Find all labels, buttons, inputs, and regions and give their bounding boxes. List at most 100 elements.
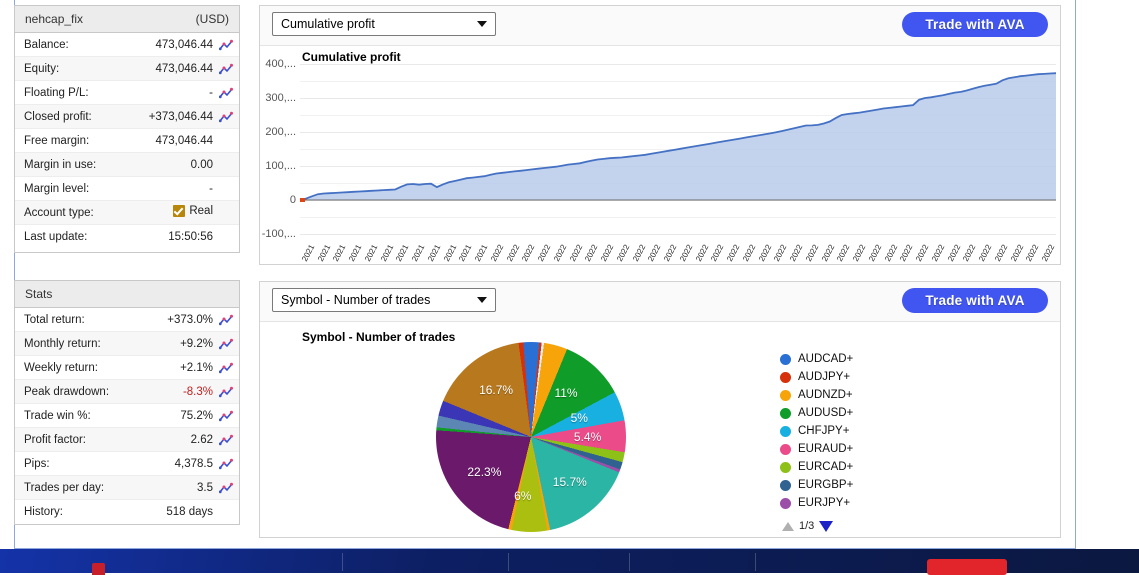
legend-item[interactable]: AUDUSD+: [780, 404, 853, 422]
chart-type-select[interactable]: Cumulative profit: [272, 12, 496, 36]
legend-item[interactable]: AUDJPY+: [780, 368, 853, 386]
row-value: 4,378.5: [174, 457, 213, 470]
y-axis-tick-label: 200,...: [265, 126, 296, 138]
row-value: -: [209, 86, 213, 99]
legend-item[interactable]: AUDCAD+: [780, 350, 853, 368]
row-label: Equity:: [24, 62, 60, 75]
pie-legend: AUDCAD+ AUDJPY+ AUDNZD+ AUDUSD+ CHFJPY+ EURAU…: [780, 350, 853, 512]
row-value: -: [209, 182, 213, 195]
chart-icon[interactable]: [218, 338, 233, 350]
footer-action-button[interactable]: [927, 559, 1007, 575]
x-axis-tick-label: 2022: [1008, 243, 1025, 263]
row-label: Last update:: [24, 231, 88, 243]
x-axis-tick-label: 2022: [756, 243, 773, 263]
x-axis-tick-label: 2022: [788, 243, 805, 263]
stats-rows: Total return: +373.0% Monthly return: +9.2%…: [15, 308, 239, 524]
pie-chart[interactable]: [436, 342, 626, 532]
chart-icon[interactable]: [218, 482, 233, 494]
pie-slice-label: 11%: [554, 386, 578, 401]
table-row: Closed profit: +373,046.44: [15, 105, 239, 129]
chart-icon[interactable]: [218, 314, 233, 326]
chart-icon[interactable]: [218, 63, 233, 75]
trade-with-ava-button-top[interactable]: Trade with AVA: [902, 12, 1048, 37]
x-axis-tick-label: 2022: [614, 243, 632, 263]
row-label: Account type:: [24, 206, 94, 219]
row-value: +9.2%: [180, 337, 213, 350]
chart-icon[interactable]: [218, 458, 233, 470]
legend-item[interactable]: EURJPY+: [780, 494, 853, 512]
x-axis-tick-label: 2021: [441, 243, 458, 263]
table-row: Total return: +373.0%: [15, 308, 239, 332]
gridline-minor: [300, 81, 1056, 82]
chart-icon[interactable]: [218, 87, 233, 99]
row-label: Floating P/L:: [24, 86, 89, 99]
chart-icon[interactable]: [218, 410, 233, 422]
pie-slice-label: 5.4%: [573, 429, 602, 444]
x-axis-tick-label: 2022: [740, 243, 758, 263]
x-axis-tick-label: 2021: [299, 243, 317, 263]
x-axis-tick-label: 2022: [630, 243, 647, 263]
legend-label: AUDUSD+: [798, 407, 854, 419]
gridline: [300, 64, 1056, 65]
footer-logo-icon: [92, 563, 105, 575]
table-row: Peak drawdown: -8.3%: [15, 380, 239, 404]
trade-with-ava-button-bottom[interactable]: Trade with AVA: [902, 288, 1048, 313]
x-axis-tick-label: 2022: [583, 243, 600, 263]
table-row: Floating P/L: -: [15, 81, 239, 105]
pie-type-select[interactable]: Symbol - Number of trades: [272, 288, 496, 312]
x-axis-tick-label: 2022: [662, 243, 679, 263]
x-axis-tick-label: 2022: [961, 243, 978, 263]
legend-color-dot: [780, 371, 791, 383]
legend-item[interactable]: EURGBP+: [780, 476, 853, 494]
chevron-down-icon: [477, 21, 487, 27]
x-axis-tick-label: 2022: [488, 243, 506, 263]
legend-item[interactable]: CHFJPY+: [780, 422, 853, 440]
table-row: Balance: 473,046.44: [15, 33, 239, 57]
x-axis-tick-label: 2021: [331, 243, 348, 263]
chart-icon[interactable]: [218, 386, 233, 398]
y-axis-tick-label: 0: [289, 194, 296, 206]
legend-item[interactable]: EURCAD+: [780, 458, 853, 476]
table-row: Monthly return: +9.2%: [15, 332, 239, 356]
chart-icon[interactable]: [218, 434, 233, 446]
page-down-icon[interactable]: [819, 520, 834, 532]
row-value: +2.1%: [180, 361, 213, 374]
account-rows: Balance: 473,046.44 Equity: 473,046.44 Float…: [15, 33, 239, 249]
account-type-value: Real: [189, 205, 213, 217]
symbol-trades-plot: Symbol - Number of trades 11% 5% 5.4% 15.7%…: [260, 322, 1060, 536]
row-label: Margin level:: [24, 182, 90, 195]
legend-color-dot: [780, 497, 791, 509]
x-axis-tick-label: 2022: [945, 243, 962, 263]
x-axis-tick-label: 2022: [551, 243, 569, 263]
account-currency: (USD): [195, 12, 229, 26]
row-value: -8.3%: [182, 385, 213, 398]
row-label: Peak drawdown:: [24, 385, 110, 398]
chart-icon[interactable]: [218, 362, 233, 374]
legend-item[interactable]: EURAUD+: [780, 440, 853, 458]
legend-item[interactable]: AUDNZD+: [780, 386, 853, 404]
legend-color-dot: [780, 407, 791, 419]
chart-icon[interactable]: [218, 39, 233, 51]
legend-label: AUDJPY+: [798, 371, 851, 383]
row-value: 473,046.44: [155, 62, 213, 75]
row-label: Total return:: [24, 313, 85, 326]
chart-icon[interactable]: [218, 111, 233, 123]
table-row: Free margin: 473,046.44: [15, 129, 239, 153]
pie-slice-label: 5%: [570, 410, 588, 425]
row-label: Trades per day:: [24, 481, 105, 494]
y-axis-tick-label: 400,...: [265, 58, 296, 70]
footer-divider: [629, 553, 630, 571]
row-label: Closed profit:: [24, 110, 92, 123]
legend-color-dot: [780, 425, 791, 437]
row-value: 15:50:56: [168, 231, 213, 243]
row-value: 473,046.44: [155, 38, 213, 51]
legend-color-dot: [780, 461, 791, 473]
x-axis-tick-label: 2022: [504, 243, 521, 263]
x-axis-tick-label: 2022: [851, 243, 868, 263]
row-value: +373,046.44: [148, 110, 213, 123]
x-axis-tick-label: 2022: [693, 243, 710, 263]
stats-panel-header: Stats: [15, 281, 239, 308]
x-axis-tick-label: 2021: [394, 243, 411, 263]
page-up-icon[interactable]: [782, 521, 794, 531]
